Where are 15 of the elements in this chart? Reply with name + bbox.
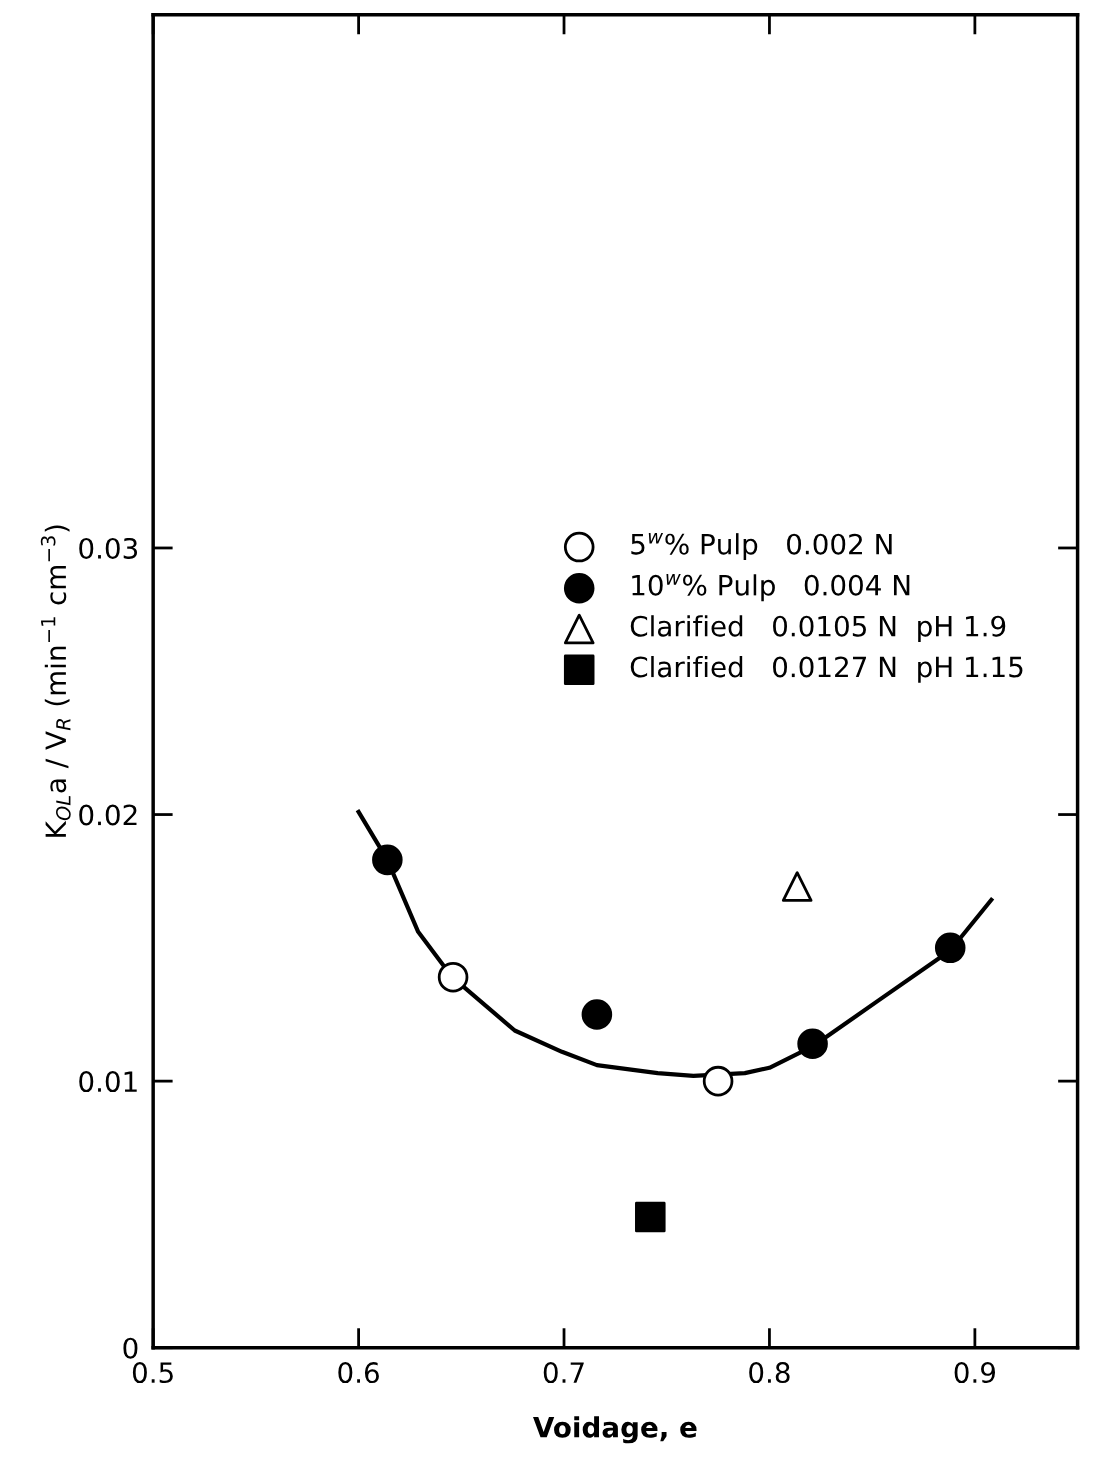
x-tick-label: 0.9 — [954, 1362, 996, 1384]
y-tick-label: 0 — [123, 1337, 138, 1359]
legend-label: 10$^{w}$% Pulp 0.004 N — [632, 574, 910, 602]
legend-label: Clarified 0.0105 N pH 1.9 — [630, 615, 1006, 643]
y-tick-label: 0.03 — [79, 537, 138, 559]
legend-label: 5$^{w}$% Pulp 0.002 N — [631, 532, 892, 561]
x-axis-title: Voidage, e — [533, 1416, 697, 1444]
y-tick-label: 0.02 — [79, 804, 137, 826]
x-tick-label: 0.6 — [338, 1362, 379, 1384]
x-tick-label: 0.7 — [543, 1362, 584, 1384]
text: K$_{OL}$a / V$_{R}$ (min$^{−1}$ cm$^{−3}$) — [40, 525, 71, 837]
x-tick-label: 0.5 — [132, 1362, 173, 1384]
legend-label: Clarified 0.0127 N pH 1.15 — [630, 655, 1023, 683]
x-tick-label: 0.8 — [749, 1362, 790, 1384]
y-tick-label: 0.01 — [79, 1071, 137, 1093]
